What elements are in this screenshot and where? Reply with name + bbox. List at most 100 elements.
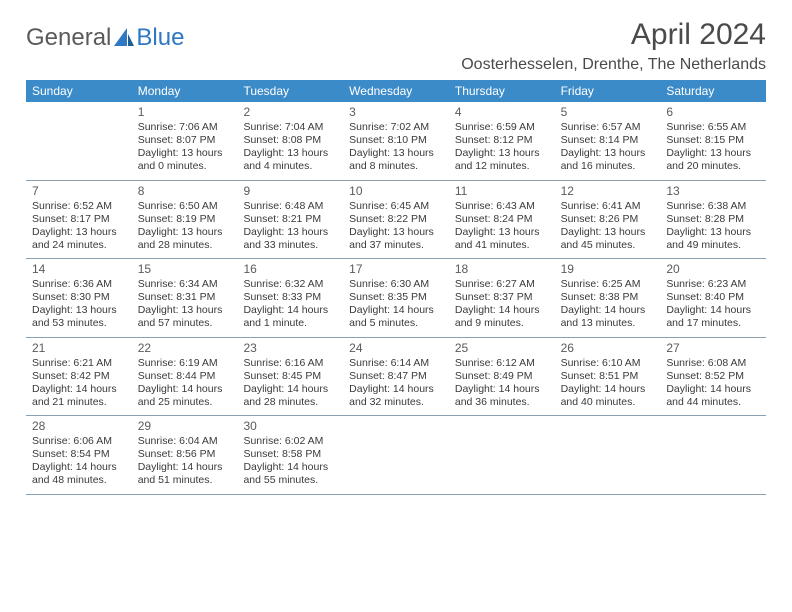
daylight-text: Daylight: 14 hours: [666, 383, 760, 396]
day-cell: 14Sunrise: 6:36 AMSunset: 8:30 PMDayligh…: [26, 259, 132, 337]
sunset-text: Sunset: 8:45 PM: [243, 370, 337, 383]
sunset-text: Sunset: 8:35 PM: [349, 291, 443, 304]
daylight-text: and 24 minutes.: [32, 239, 126, 252]
day-cell: 18Sunrise: 6:27 AMSunset: 8:37 PMDayligh…: [449, 259, 555, 337]
daylight-text: and 4 minutes.: [243, 160, 337, 173]
daylight-text: and 44 minutes.: [666, 396, 760, 409]
daylight-text: and 12 minutes.: [455, 160, 549, 173]
day-header: Friday: [555, 80, 661, 102]
day-number: 5: [561, 105, 655, 120]
day-cell: 8Sunrise: 6:50 AMSunset: 8:19 PMDaylight…: [132, 181, 238, 259]
daylight-text: Daylight: 13 hours: [349, 226, 443, 239]
daylight-text: and 55 minutes.: [243, 474, 337, 487]
sunrise-text: Sunrise: 6:50 AM: [138, 200, 232, 213]
day-number: 29: [138, 419, 232, 434]
day-cell: 15Sunrise: 6:34 AMSunset: 8:31 PMDayligh…: [132, 259, 238, 337]
daylight-text: and 41 minutes.: [455, 239, 549, 252]
sunrise-text: Sunrise: 6:57 AM: [561, 121, 655, 134]
sunrise-text: Sunrise: 6:02 AM: [243, 435, 337, 448]
sunset-text: Sunset: 8:58 PM: [243, 448, 337, 461]
sunset-text: Sunset: 8:10 PM: [349, 134, 443, 147]
week-row: 28Sunrise: 6:06 AMSunset: 8:54 PMDayligh…: [26, 416, 766, 495]
daylight-text: and 9 minutes.: [455, 317, 549, 330]
sunrise-text: Sunrise: 6:21 AM: [32, 357, 126, 370]
sunset-text: Sunset: 8:44 PM: [138, 370, 232, 383]
sunset-text: Sunset: 8:40 PM: [666, 291, 760, 304]
week-row: 1Sunrise: 7:06 AMSunset: 8:07 PMDaylight…: [26, 102, 766, 181]
day-number: 20: [666, 262, 760, 277]
sunrise-text: Sunrise: 6:14 AM: [349, 357, 443, 370]
daylight-text: Daylight: 14 hours: [32, 383, 126, 396]
day-number: 3: [349, 105, 443, 120]
day-cell: 9Sunrise: 6:48 AMSunset: 8:21 PMDaylight…: [237, 181, 343, 259]
logo-sail-icon: [114, 28, 134, 46]
daylight-text: Daylight: 13 hours: [666, 226, 760, 239]
daylight-text: Daylight: 13 hours: [138, 226, 232, 239]
day-cell: 22Sunrise: 6:19 AMSunset: 8:44 PMDayligh…: [132, 338, 238, 416]
day-number: 30: [243, 419, 337, 434]
daylight-text: and 40 minutes.: [561, 396, 655, 409]
day-number: 26: [561, 341, 655, 356]
day-number: 27: [666, 341, 760, 356]
daylight-text: and 32 minutes.: [349, 396, 443, 409]
day-number: 1: [138, 105, 232, 120]
day-number: 21: [32, 341, 126, 356]
sunrise-text: Sunrise: 6:38 AM: [666, 200, 760, 213]
calendar: SundayMondayTuesdayWednesdayThursdayFrid…: [26, 80, 766, 495]
sunrise-text: Sunrise: 6:41 AM: [561, 200, 655, 213]
daylight-text: and 53 minutes.: [32, 317, 126, 330]
day-header: Sunday: [26, 80, 132, 102]
day-cell: 16Sunrise: 6:32 AMSunset: 8:33 PMDayligh…: [237, 259, 343, 337]
day-number: 4: [455, 105, 549, 120]
month-title: April 2024: [461, 18, 766, 52]
day-cell: 4Sunrise: 6:59 AMSunset: 8:12 PMDaylight…: [449, 102, 555, 180]
day-cell: 30Sunrise: 6:02 AMSunset: 8:58 PMDayligh…: [237, 416, 343, 494]
sunrise-text: Sunrise: 6:10 AM: [561, 357, 655, 370]
header: General Blue April 2024 Oosterhesselen, …: [26, 18, 766, 74]
sunrise-text: Sunrise: 6:36 AM: [32, 278, 126, 291]
sunrise-text: Sunrise: 6:08 AM: [666, 357, 760, 370]
day-number: 17: [349, 262, 443, 277]
week-row: 21Sunrise: 6:21 AMSunset: 8:42 PMDayligh…: [26, 338, 766, 417]
sunset-text: Sunset: 8:42 PM: [32, 370, 126, 383]
day-cell: 20Sunrise: 6:23 AMSunset: 8:40 PMDayligh…: [660, 259, 766, 337]
sunrise-text: Sunrise: 7:04 AM: [243, 121, 337, 134]
daylight-text: Daylight: 14 hours: [349, 304, 443, 317]
sunrise-text: Sunrise: 6:25 AM: [561, 278, 655, 291]
daylight-text: and 28 minutes.: [243, 396, 337, 409]
day-number: 24: [349, 341, 443, 356]
daylight-text: and 36 minutes.: [455, 396, 549, 409]
day-cell: 3Sunrise: 7:02 AMSunset: 8:10 PMDaylight…: [343, 102, 449, 180]
sunrise-text: Sunrise: 6:55 AM: [666, 121, 760, 134]
daylight-text: Daylight: 13 hours: [349, 147, 443, 160]
day-cell: 27Sunrise: 6:08 AMSunset: 8:52 PMDayligh…: [660, 338, 766, 416]
daylight-text: Daylight: 13 hours: [32, 226, 126, 239]
sunset-text: Sunset: 8:54 PM: [32, 448, 126, 461]
sunrise-text: Sunrise: 6:06 AM: [32, 435, 126, 448]
daylight-text: Daylight: 14 hours: [32, 461, 126, 474]
sunset-text: Sunset: 8:52 PM: [666, 370, 760, 383]
logo-text-general: General: [26, 24, 111, 52]
daylight-text: and 5 minutes.: [349, 317, 443, 330]
day-number: 22: [138, 341, 232, 356]
daylight-text: and 16 minutes.: [561, 160, 655, 173]
day-cell: 25Sunrise: 6:12 AMSunset: 8:49 PMDayligh…: [449, 338, 555, 416]
day-cell: 11Sunrise: 6:43 AMSunset: 8:24 PMDayligh…: [449, 181, 555, 259]
day-cell: 23Sunrise: 6:16 AMSunset: 8:45 PMDayligh…: [237, 338, 343, 416]
sunset-text: Sunset: 8:56 PM: [138, 448, 232, 461]
daylight-text: Daylight: 14 hours: [243, 461, 337, 474]
day-number: 28: [32, 419, 126, 434]
daylight-text: Daylight: 14 hours: [561, 304, 655, 317]
daylight-text: and 1 minute.: [243, 317, 337, 330]
sunset-text: Sunset: 8:33 PM: [243, 291, 337, 304]
sunset-text: Sunset: 8:28 PM: [666, 213, 760, 226]
day-number: 6: [666, 105, 760, 120]
day-cell: 2Sunrise: 7:04 AMSunset: 8:08 PMDaylight…: [237, 102, 343, 180]
day-cell: 12Sunrise: 6:41 AMSunset: 8:26 PMDayligh…: [555, 181, 661, 259]
daylight-text: and 37 minutes.: [349, 239, 443, 252]
sunset-text: Sunset: 8:21 PM: [243, 213, 337, 226]
daylight-text: Daylight: 13 hours: [455, 226, 549, 239]
day-number: 7: [32, 184, 126, 199]
day-cell: 26Sunrise: 6:10 AMSunset: 8:51 PMDayligh…: [555, 338, 661, 416]
sunrise-text: Sunrise: 7:02 AM: [349, 121, 443, 134]
